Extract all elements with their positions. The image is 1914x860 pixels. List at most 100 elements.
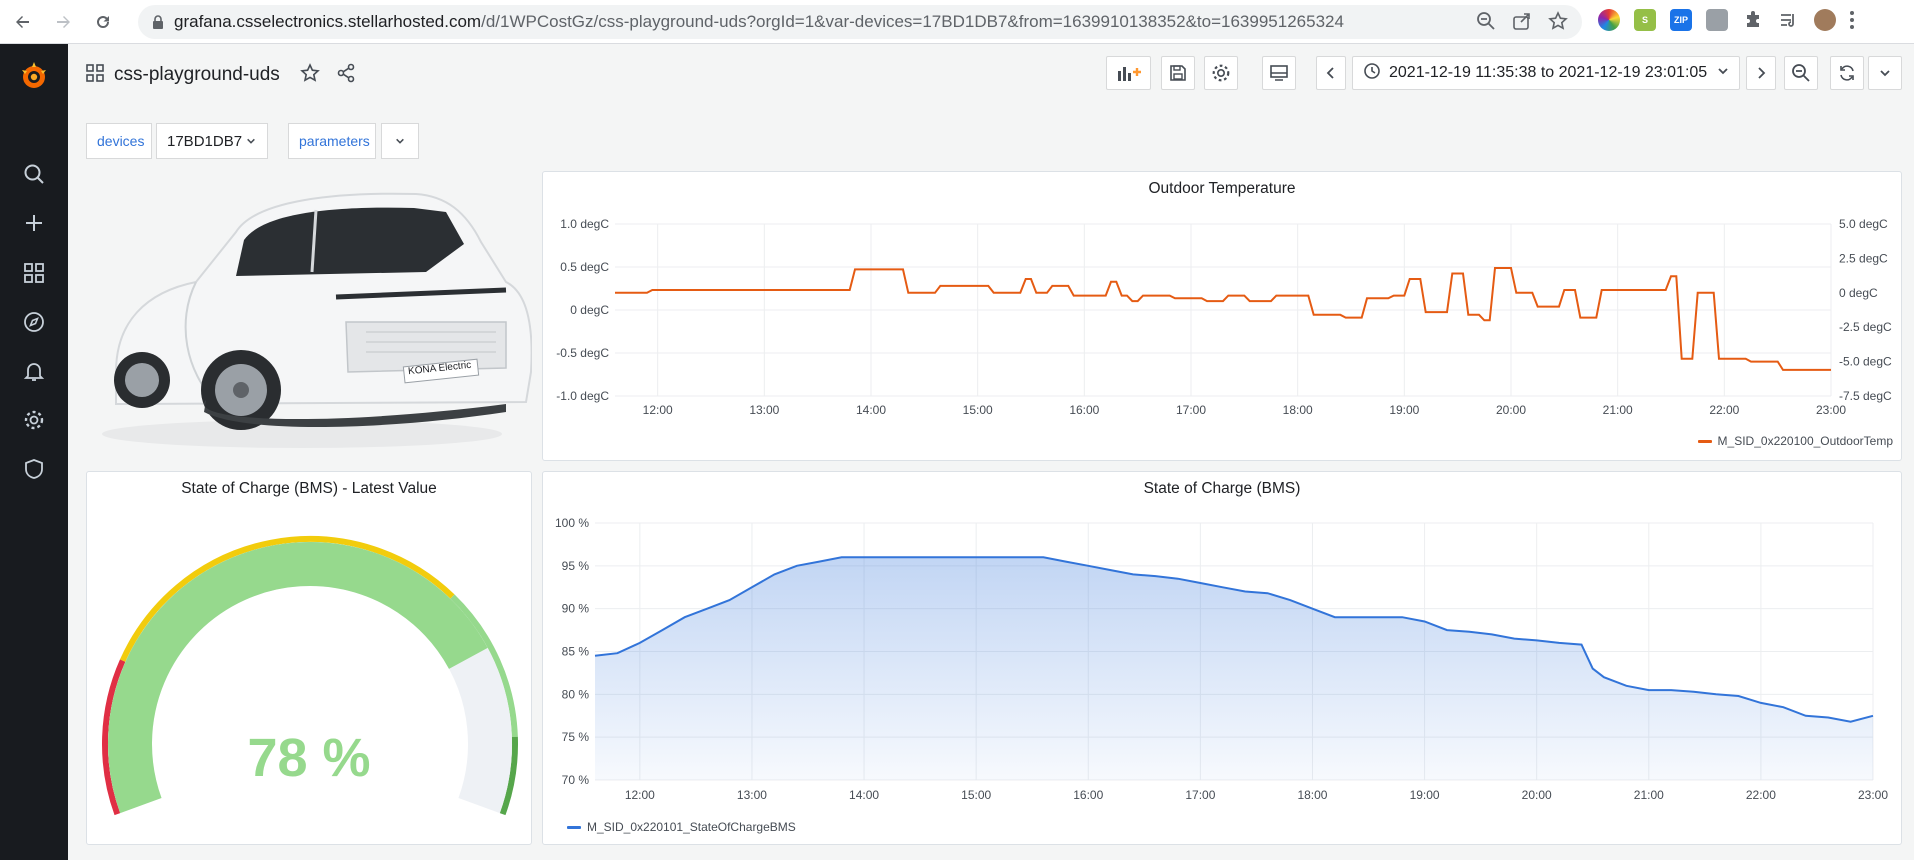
time-range-text: 2021-12-19 11:35:38 to 2021-12-19 23:01:… [1389, 64, 1708, 81]
refresh-interval-dropdown[interactable] [1868, 56, 1902, 90]
dashboard-settings-button[interactable] [1204, 56, 1238, 90]
add-panel-button[interactable] [1106, 56, 1151, 90]
dashboard-title[interactable]: css-playground-uds [114, 64, 280, 85]
devices-variable-label: devices [86, 123, 152, 159]
x-tick-label: 15:00 [961, 788, 991, 802]
grafana-logo-icon[interactable] [18, 60, 50, 92]
zip-extension-icon[interactable]: ZIP [1670, 9, 1692, 31]
series-line [615, 267, 1831, 371]
search-icon[interactable] [22, 162, 46, 186]
y-left-tick-label: -0.5 degC [556, 346, 609, 360]
devices-variable-select[interactable]: 17BD1DB7 [156, 123, 268, 159]
threshold-arc [450, 594, 518, 737]
back-icon[interactable] [6, 5, 40, 39]
x-tick-label: 22:00 [1709, 403, 1739, 417]
shield-icon[interactable] [22, 457, 46, 481]
x-tick-label: 20:00 [1522, 788, 1552, 802]
state-of-charge-panel[interactable]: State of Charge (BMS) 12:00 13:00 14:00 15:… [542, 471, 1902, 845]
parameters-variable-select[interactable] [381, 123, 419, 159]
chevron-down-icon [246, 133, 256, 150]
parameters-variable-label: parameters [288, 123, 376, 159]
x-tick-label: 15:00 [963, 403, 993, 417]
y-right-tick-label: -7.5 degC [1839, 389, 1892, 403]
x-tick-label: 18:00 [1297, 788, 1327, 802]
y-tick-label: 75 % [562, 730, 590, 744]
x-tick-label: 16:00 [1069, 403, 1099, 417]
dashboard-grid-icon [86, 63, 104, 87]
y-left-tick-label: 0 degC [570, 303, 609, 317]
car-image [102, 192, 533, 448]
chart-legend[interactable]: M_SID_0x220100_OutdoorTemp [1697, 434, 1893, 448]
time-shift-back-button[interactable] [1316, 56, 1346, 90]
y-left-tick-label: -1.0 degC [556, 389, 609, 403]
shopify-extension-icon[interactable]: S [1634, 9, 1656, 31]
x-tick-label: 22:00 [1746, 788, 1776, 802]
chrome-menu-icon[interactable] [1850, 11, 1854, 29]
zoom-out-time-button[interactable] [1784, 56, 1818, 90]
image-extension-icon[interactable] [1706, 9, 1728, 31]
threshold-arc [119, 536, 455, 662]
plus-icon[interactable] [22, 211, 46, 235]
dashboards-icon[interactable] [22, 261, 46, 285]
x-tick-label: 12:00 [625, 788, 655, 802]
gauge-value: 78 % [247, 728, 371, 788]
x-tick-label: 12:00 [643, 403, 673, 417]
x-tick-label: 23:00 [1858, 788, 1888, 802]
x-tick-label: 20:00 [1496, 403, 1526, 417]
media-control-icon[interactable] [1778, 9, 1800, 31]
x-tick-label: 21:00 [1603, 403, 1633, 417]
browser-toolbar: grafana.csselectronics.stellarhosted.com… [0, 0, 1914, 44]
legend-swatch [567, 825, 581, 829]
x-tick-label: 21:00 [1634, 788, 1664, 802]
y-right-tick-label: 0 degC [1839, 286, 1878, 300]
x-tick-label: 13:00 [737, 788, 767, 802]
configuration-icon[interactable] [22, 408, 46, 432]
x-tick-label: 14:00 [849, 788, 879, 802]
zoom-icon[interactable] [1476, 11, 1496, 36]
favorite-star-icon[interactable] [299, 62, 320, 88]
y-tick-label: 80 % [562, 687, 590, 701]
refresh-button[interactable] [1830, 56, 1864, 90]
y-tick-label: 90 % [562, 602, 590, 616]
color-picker-extension-icon[interactable] [1598, 9, 1620, 31]
reload-icon[interactable] [86, 5, 120, 39]
y-left-tick-label: 0.5 degC [560, 260, 609, 274]
outdoor-temperature-panel[interactable]: Outdoor Temperature 12:00 13:00 14:00 15:00… [542, 171, 1902, 461]
dashboard-header: css-playground-uds [86, 62, 356, 88]
chart-legend[interactable]: M_SID_0x220101_StateOfChargeBMS [567, 820, 796, 834]
x-tick-label: 14:00 [856, 403, 886, 417]
threshold-arc [102, 659, 126, 816]
x-tick-label: 17:00 [1185, 788, 1215, 802]
y-right-tick-label: 2.5 degC [1839, 251, 1888, 265]
y-tick-label: 85 % [562, 645, 590, 659]
forward-icon[interactable] [46, 5, 80, 39]
state-of-charge-gauge-panel[interactable]: State of Charge (BMS) - Latest Value 78 … [86, 471, 532, 845]
save-dashboard-button[interactable] [1161, 56, 1195, 90]
y-tick-label: 100 % [555, 516, 589, 530]
threshold-arc [499, 736, 518, 816]
y-right-tick-label: -2.5 degC [1839, 320, 1892, 334]
time-shift-forward-button[interactable] [1746, 56, 1776, 90]
y-tick-label: 70 % [562, 773, 590, 787]
address-bar[interactable]: grafana.csselectronics.stellarhosted.com… [138, 5, 1582, 39]
url-text: grafana.csselectronics.stellarhosted.com… [174, 12, 1344, 31]
y-left-tick-label: 1.0 degC [560, 217, 609, 231]
legend-swatch [1697, 439, 1712, 443]
extensions-puzzle-icon[interactable] [1742, 9, 1764, 31]
share-dashboard-icon[interactable] [336, 63, 356, 88]
view-mode-button[interactable] [1262, 56, 1296, 90]
time-range-picker[interactable]: 2021-12-19 11:35:38 to 2021-12-19 23:01:… [1352, 56, 1740, 90]
share-icon[interactable] [1512, 11, 1532, 36]
x-tick-label: 16:00 [1073, 788, 1103, 802]
x-tick-label: 23:00 [1816, 403, 1846, 417]
x-tick-label: 18:00 [1283, 403, 1313, 417]
bookmark-star-icon[interactable] [1548, 11, 1568, 36]
alerting-icon[interactable] [22, 359, 46, 383]
chevron-down-icon [395, 133, 405, 150]
explore-icon[interactable] [22, 310, 46, 334]
chevron-down-icon [1717, 64, 1729, 82]
profile-avatar[interactable] [1814, 9, 1836, 31]
gauge-fill [108, 542, 488, 814]
panel-title: State of Charge (BMS) - Latest Value [181, 480, 437, 497]
series-line [594, 556, 1874, 723]
